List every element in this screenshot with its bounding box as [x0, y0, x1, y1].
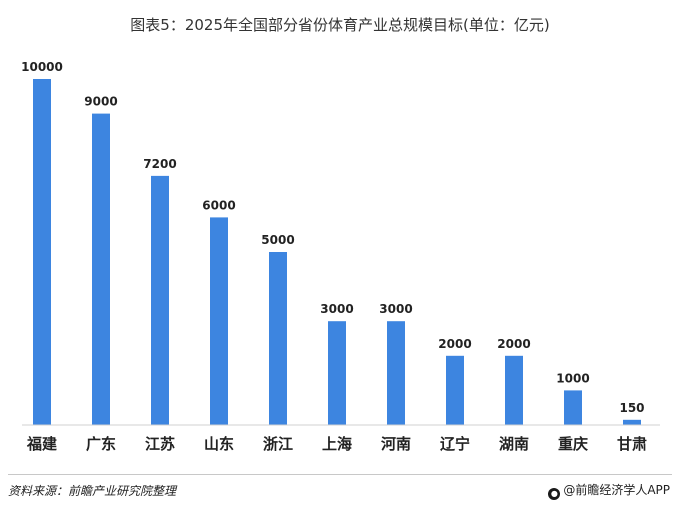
category-labels-group: 福建 广东 江苏 山东 浙江 上海 河南 辽宁 湖南 重庆 甘肃	[26, 435, 647, 453]
value-label-3: 7200	[143, 157, 176, 171]
value-label-6: 3000	[320, 302, 353, 316]
bars-group	[33, 79, 641, 425]
category-label-10: 重庆	[558, 435, 588, 453]
value-label-9: 2000	[497, 337, 530, 351]
category-label-9: 湖南	[499, 435, 529, 453]
qianzhan-logo-icon: ●	[548, 488, 561, 500]
value-label-4: 6000	[202, 198, 235, 212]
value-label-11: 150	[619, 401, 644, 415]
category-label-8: 辽宁	[440, 435, 470, 453]
category-label-1: 福建	[26, 435, 58, 453]
bar-11	[623, 419, 641, 425]
bar-1	[33, 79, 51, 425]
bar-6	[328, 321, 346, 425]
value-label-8: 2000	[438, 337, 471, 351]
bar-4	[210, 217, 228, 425]
category-label-11: 甘肃	[617, 435, 647, 453]
bar-8	[446, 355, 464, 425]
value-label-2: 9000	[84, 95, 117, 109]
category-label-6: 上海	[322, 435, 352, 453]
value-label-5: 5000	[261, 233, 294, 247]
value-label-10: 1000	[556, 371, 589, 385]
chart-title: 图表5：2025年全国部分省份体育产业总规模目标(单位：亿元)	[130, 16, 550, 34]
source-note: 资料来源：前瞻产业研究院整理	[8, 484, 177, 498]
bar-5	[269, 252, 287, 425]
bar-2	[92, 113, 110, 425]
category-label-2: 广东	[86, 435, 116, 453]
value-label-1: 10000	[21, 60, 63, 74]
category-label-3: 江苏	[145, 435, 175, 453]
bar-3	[151, 175, 169, 425]
bar-10	[564, 390, 582, 425]
value-labels-group: 10000 9000 7200 6000 5000 3000 3000 2000 2000 100…	[21, 60, 644, 415]
footer-divider	[8, 474, 672, 475]
category-label-5: 浙江	[263, 435, 293, 453]
category-label-7: 河南	[381, 435, 411, 453]
value-label-7: 3000	[379, 302, 412, 316]
brand-text: @前瞻经济学人APP	[563, 483, 670, 497]
category-label-4: 山东	[204, 435, 234, 453]
bar-7	[387, 321, 405, 425]
brand-mark: ● @前瞻经济学人APP	[548, 481, 670, 500]
bar-chart: 10000 9000 7200 6000 5000 3000 3000 2000 2000 100…	[21, 60, 660, 453]
bar-9	[505, 355, 523, 425]
